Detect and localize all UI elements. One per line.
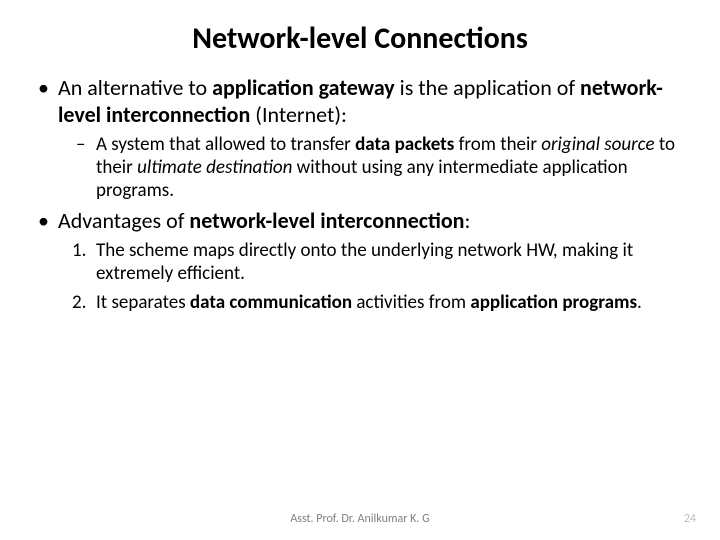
text-span: data communication [190, 291, 356, 314]
text-span: network-level interconnection [189, 207, 464, 234]
text-span: It separates [96, 291, 190, 314]
text-span: from their [459, 133, 542, 156]
text-span: (Internet): [255, 101, 347, 128]
text-span: : [465, 207, 471, 234]
sub-dash-item: A system that allowed to transfer data p… [58, 133, 684, 203]
sub-num-item: The scheme maps directly onto the underl… [58, 239, 684, 285]
text-span: . [637, 291, 642, 314]
bullet-item: Advantages of network-level interconnect… [36, 208, 684, 314]
text-span: application gateway [212, 74, 395, 101]
bullet-item: An alternative to application gateway is… [36, 75, 684, 202]
text-span: original source [541, 133, 654, 156]
footer-page-number: 24 [684, 512, 696, 526]
text-span: The scheme maps directly onto the underl… [96, 239, 633, 285]
footer-author: Asst. Prof. Dr. Anilkumar K. G [0, 512, 720, 526]
slide: Network-level Connections An alternative… [0, 0, 720, 540]
text-span: Advantages of [58, 207, 189, 234]
text-span: application programs [470, 291, 637, 314]
sub-dash-list: A system that allowed to transfer data p… [58, 133, 684, 203]
text-span: An alternative to [58, 74, 212, 101]
sub-num-item: It separates data communication activiti… [58, 291, 684, 314]
sub-num-list: The scheme maps directly onto the underl… [58, 239, 684, 315]
bullet-list: An alternative to application gateway is… [36, 75, 684, 315]
slide-title: Network-level Connections [36, 20, 684, 57]
text-span: A system that allowed to transfer [96, 133, 355, 156]
text-span: ultimate destination [137, 156, 292, 179]
text-span: data packets [355, 133, 459, 156]
text-span: activities from [356, 291, 470, 314]
text-span: is the application of [395, 74, 580, 101]
